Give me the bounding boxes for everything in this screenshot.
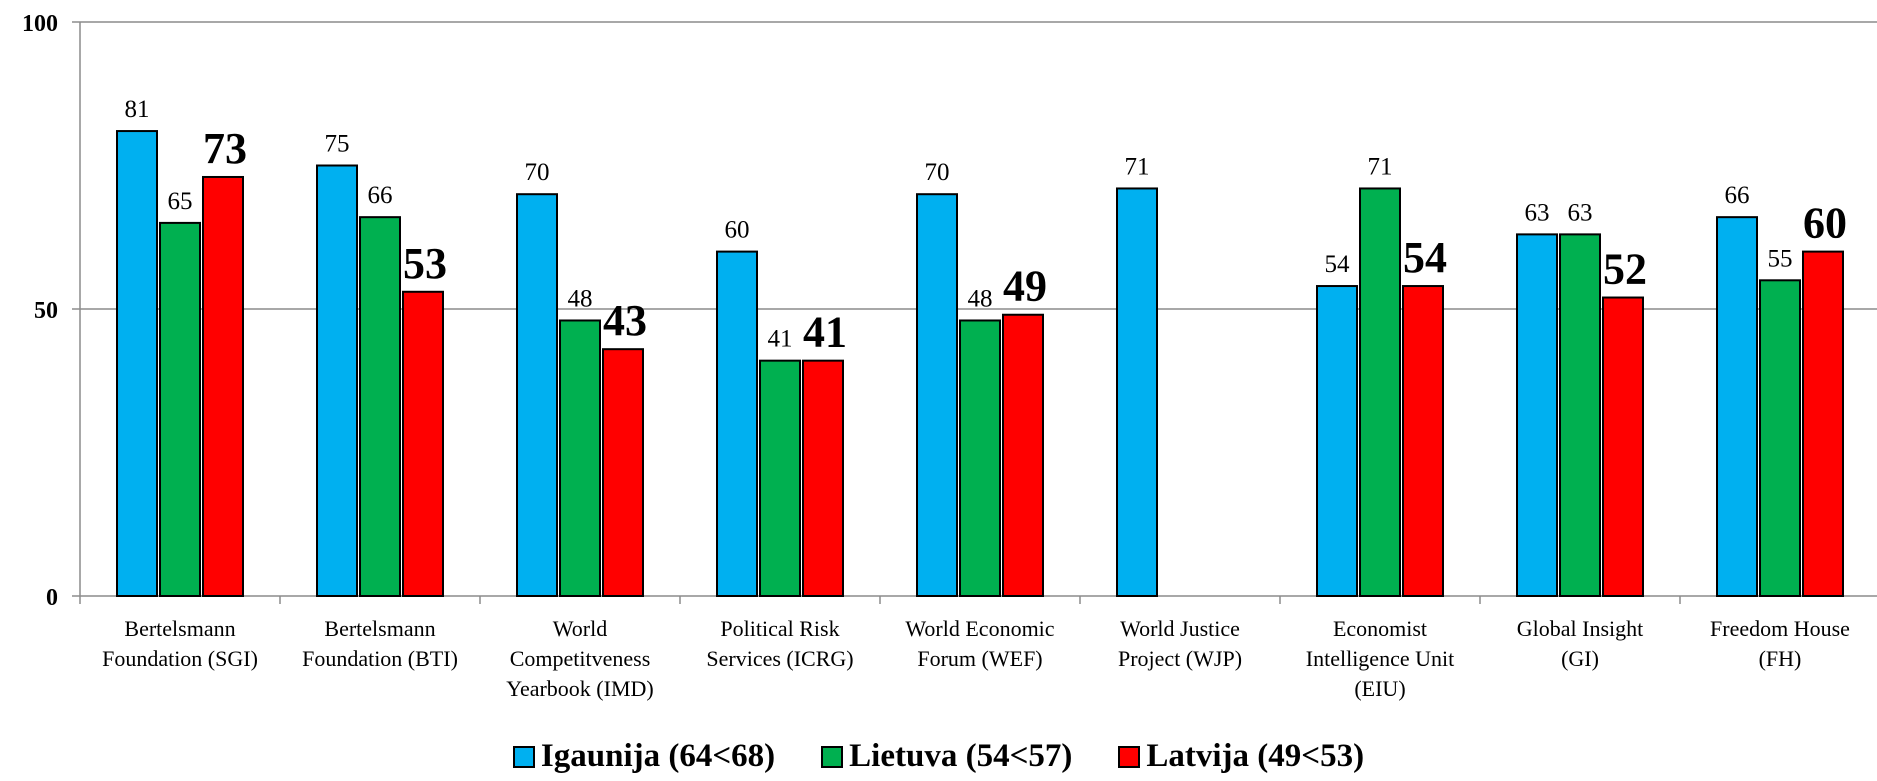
bar [116, 130, 158, 597]
legend-item: Latvija (49<53) [1118, 738, 1364, 775]
data-label: 60 [1803, 199, 1847, 248]
legend-swatch [1118, 745, 1141, 768]
legend-label: Igaunija (64<68) [540, 738, 776, 774]
data-label: 71 [1125, 153, 1150, 180]
legend-item: Lietuva (54<57) [821, 738, 1072, 775]
data-label: 66 [1725, 182, 1750, 209]
data-label: 49 [1003, 262, 1047, 311]
legend-swatch [512, 745, 535, 768]
data-label: 70 [925, 159, 950, 186]
data-label: 52 [1603, 245, 1647, 294]
bar [1002, 313, 1044, 597]
x-tick-label: Economist Intelligence Unit (EIU) [1306, 616, 1454, 701]
bar [202, 175, 244, 597]
data-label: 41 [768, 326, 793, 353]
bar [402, 290, 444, 597]
x-tick-label: Global Insight (GI) [1517, 616, 1644, 671]
y-tick-label: 0 [46, 585, 58, 611]
data-label: 70 [525, 159, 550, 186]
bar [1316, 285, 1358, 597]
bar [316, 164, 358, 597]
bar [1559, 233, 1601, 597]
bar [516, 193, 558, 597]
bar [359, 216, 401, 597]
bar [1802, 250, 1844, 597]
bar [1359, 187, 1401, 598]
data-label: 66 [368, 182, 393, 209]
bar [559, 319, 601, 597]
legend: Igaunija (64<68) Lietuva (54<57) Latvija (… [0, 738, 1877, 775]
x-tick-label: Freedom House (FH) [1710, 616, 1850, 671]
legend-label: Lietuva (54<57) [849, 738, 1073, 774]
data-label: 48 [568, 285, 593, 312]
bar [716, 250, 758, 597]
bar [1516, 233, 1558, 597]
bar [916, 193, 958, 597]
bar [159, 221, 201, 597]
data-label: 43 [603, 296, 647, 345]
data-label: 75 [325, 131, 350, 158]
bar [1602, 296, 1644, 597]
bar [1716, 216, 1758, 597]
data-label: 65 [168, 188, 193, 215]
x-tick-label: World Competitveness Yearbook (IMD) [506, 616, 653, 701]
bar [959, 319, 1001, 597]
data-label: 81 [125, 96, 150, 123]
y-tick-label: 50 [34, 298, 58, 324]
legend-swatch [821, 745, 844, 768]
bar [802, 359, 844, 597]
data-label: 54 [1403, 233, 1447, 282]
data-label: 60 [725, 217, 750, 244]
data-label: 41 [803, 308, 847, 357]
bar [1116, 187, 1158, 598]
data-label: 54 [1325, 251, 1351, 278]
data-label: 48 [968, 285, 993, 312]
data-label: 71 [1368, 153, 1393, 180]
x-tick-label: World Justice Project (WJP) [1118, 616, 1242, 671]
bar [759, 359, 801, 597]
bar [1759, 279, 1801, 597]
data-label: 73 [203, 124, 247, 173]
legend-label: Latvija (49<53) [1146, 738, 1365, 774]
data-label: 53 [403, 239, 447, 288]
bar [602, 348, 644, 597]
bar [1402, 285, 1444, 597]
x-tick-label: Bertelsmann Foundation (BTI) [302, 616, 458, 671]
x-tick-label: Political Risk Services (ICRG) [706, 616, 853, 671]
x-tick-label: Bertelsmann Foundation (SGI) [102, 616, 258, 671]
data-label: 55 [1768, 245, 1793, 272]
y-tick-label: 100 [22, 11, 58, 37]
data-label: 63 [1568, 199, 1593, 226]
legend-item: Igaunija (64<68) [512, 738, 776, 775]
x-tick-label: World Economic Forum (WEF) [905, 616, 1054, 671]
data-label: 63 [1525, 199, 1550, 226]
